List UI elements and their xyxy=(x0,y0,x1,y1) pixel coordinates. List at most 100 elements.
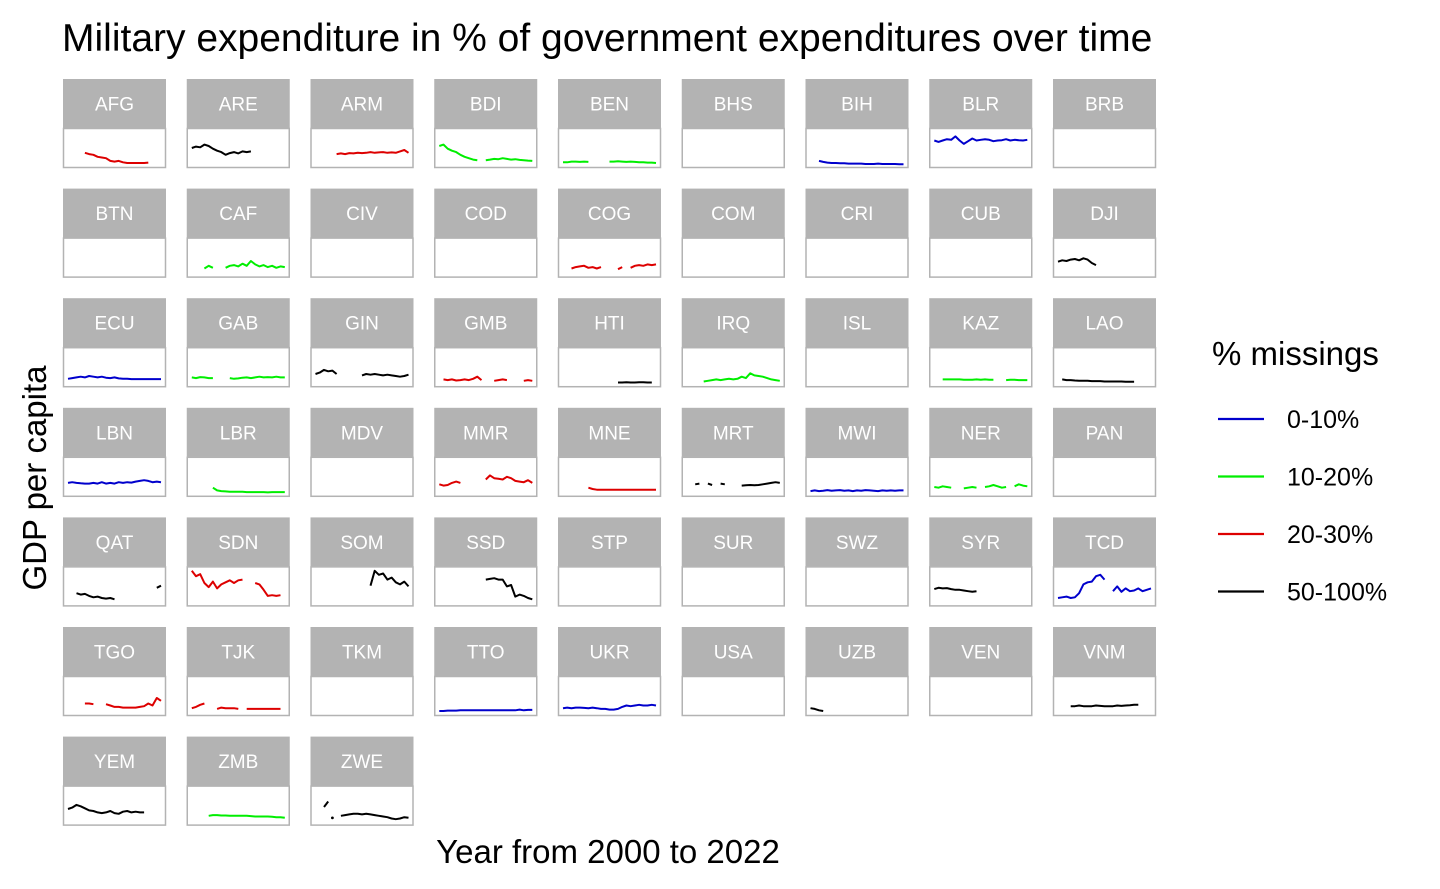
panel-plot-area xyxy=(805,566,909,607)
panel-ben: BEN xyxy=(557,79,662,169)
panel-plot-area xyxy=(1052,237,1157,278)
panel-plot-area xyxy=(557,237,662,278)
series-line xyxy=(191,376,213,380)
series-line xyxy=(523,379,533,382)
series-line xyxy=(67,375,161,381)
panel-strip xyxy=(681,79,785,128)
panel-label: MNE xyxy=(588,423,630,444)
panel-strip xyxy=(63,736,166,786)
panel-strip xyxy=(681,188,785,238)
panel-strip xyxy=(929,407,1033,457)
panel-strip xyxy=(558,407,661,457)
panel-mmr: MMR xyxy=(434,407,538,498)
panel-label: DJI xyxy=(1090,204,1119,225)
panel-label: BRB xyxy=(1085,95,1124,116)
panel-label: ARE xyxy=(219,95,258,116)
panel-tkm: TKM xyxy=(310,627,414,717)
panel-bdi: BDI xyxy=(434,79,538,169)
panel-label: USA xyxy=(714,643,753,664)
panel-strip xyxy=(805,188,909,238)
series-line xyxy=(438,143,478,162)
panel-label: SWZ xyxy=(836,533,879,554)
panel-plot-area xyxy=(186,346,290,388)
series-line xyxy=(963,486,977,490)
panel-bih: BIH xyxy=(805,79,909,169)
panel-strip xyxy=(186,407,290,457)
panel-strip xyxy=(186,188,290,238)
panel-strip xyxy=(434,627,538,676)
panel-swz: SWZ xyxy=(805,517,909,607)
panel-plot-area xyxy=(310,566,414,607)
panel-plot-area xyxy=(186,785,290,826)
panel-label: COM xyxy=(711,204,755,225)
panel-cod: COD xyxy=(434,188,538,278)
series-line xyxy=(225,260,285,269)
panel-plot-area xyxy=(186,237,290,278)
panel-label: LAO xyxy=(1085,314,1123,335)
panel-label: CRI xyxy=(841,204,874,225)
panel-label: MWI xyxy=(837,423,876,444)
panel-plot-area xyxy=(681,127,785,169)
panel-label: NER xyxy=(961,423,1001,444)
panel-plot-area xyxy=(929,456,1033,498)
series-line xyxy=(571,264,602,270)
panel-sdn: SDN xyxy=(186,517,290,607)
panel-plot-area xyxy=(1052,675,1157,717)
panel-plot-area xyxy=(681,456,785,498)
panel-plot-area xyxy=(1052,456,1157,498)
panel-label: BLR xyxy=(962,95,999,116)
panel-label: ARM xyxy=(341,95,383,116)
series-line xyxy=(191,143,252,156)
facet-panels: AFG ARE ARM BDI BEN BHS BIH BLR BRB BTN CAF CIV COD C… xyxy=(62,79,1157,826)
panel-strip xyxy=(1053,298,1156,348)
panel-label: PAN xyxy=(1086,423,1124,444)
series-line xyxy=(208,814,285,819)
series-line xyxy=(191,570,243,590)
x-axis-title: Year from 2000 to 2022 xyxy=(436,833,780,870)
panel-plot-area xyxy=(681,346,785,388)
panel-label: COG xyxy=(588,204,631,225)
series-line xyxy=(439,480,461,487)
panel-label: IRQ xyxy=(716,314,750,335)
series-line xyxy=(76,592,115,601)
panel-strip xyxy=(558,79,661,128)
panel-label: TKM xyxy=(342,643,382,664)
panel-label: SOM xyxy=(340,533,383,554)
series-line xyxy=(212,486,285,494)
panel-strip xyxy=(186,298,290,348)
panel-label: VEN xyxy=(961,643,1000,664)
series-line xyxy=(630,263,657,269)
series-line xyxy=(485,157,533,162)
panel-label: AFG xyxy=(95,95,134,116)
panel-mwi: MWI xyxy=(805,407,909,498)
panel-gin: GIN xyxy=(310,298,414,388)
panel-strip xyxy=(434,407,538,457)
series-line xyxy=(336,149,410,156)
panel-lao: LAO xyxy=(1052,298,1157,388)
panel-strip xyxy=(63,517,166,567)
legend-label: 0-10% xyxy=(1287,406,1359,434)
legend-title: % missings xyxy=(1212,335,1379,372)
panel-label: UKR xyxy=(589,643,629,664)
panel-cog: COG xyxy=(557,188,662,278)
panel-mne: MNE xyxy=(557,407,662,498)
panel-strip xyxy=(681,298,785,348)
panel-zwe: ZWE xyxy=(310,736,414,826)
panel-label: BTN xyxy=(96,204,134,225)
panel-usa: USA xyxy=(681,627,785,717)
panel-label: MRT xyxy=(713,423,754,444)
series-line xyxy=(984,484,1007,489)
panel-vnm: VNM xyxy=(1052,627,1157,717)
panel-pan: PAN xyxy=(1052,407,1157,498)
series-line xyxy=(818,159,904,166)
panel-stp: STP xyxy=(557,517,662,607)
panel-plot-area xyxy=(434,127,538,169)
series-line xyxy=(563,160,589,164)
panel-strip xyxy=(310,298,414,348)
panel-gmb: GMB xyxy=(434,298,538,388)
panel-label: QAT xyxy=(96,533,134,554)
panel-strip xyxy=(310,627,414,676)
series-line xyxy=(361,373,409,378)
panel-yem: YEM xyxy=(62,736,167,826)
panel-qat: QAT xyxy=(62,517,167,607)
